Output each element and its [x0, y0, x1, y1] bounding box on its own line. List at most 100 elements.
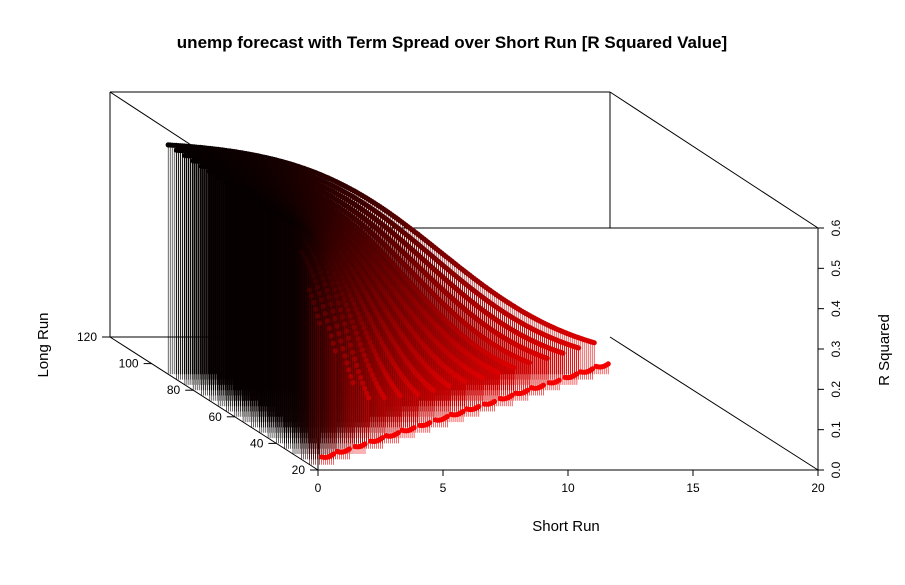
- data-point: [361, 303, 367, 309]
- data-point: [544, 355, 550, 361]
- data-point: [359, 320, 365, 326]
- data-point: [444, 413, 450, 420]
- data-point: [342, 321, 348, 327]
- data-point: [316, 264, 322, 271]
- data-point: [377, 360, 383, 366]
- data-point: [342, 353, 348, 359]
- data-point: [330, 340, 336, 346]
- data-point: [365, 311, 371, 318]
- data-point: [328, 274, 334, 281]
- data-point: [375, 356, 381, 362]
- data-point: [460, 408, 466, 415]
- data-point: [373, 380, 379, 386]
- data-point: [335, 266, 341, 272]
- data-point: [320, 254, 326, 260]
- y-tick-label: 60: [208, 410, 222, 424]
- data-point: [369, 343, 375, 349]
- data-point: [363, 357, 369, 363]
- data-point: [353, 330, 359, 336]
- data-point: [318, 250, 324, 256]
- data-point: [340, 345, 346, 352]
- data-point: [350, 380, 356, 386]
- y-tick-label: 80: [167, 383, 181, 397]
- data-point: [302, 255, 308, 261]
- data-point: [349, 279, 355, 285]
- data-point: [318, 297, 324, 303]
- data-point: [352, 356, 358, 362]
- data-point: [355, 311, 361, 317]
- chart-title: unemp forecast with Term Spread over Sho…: [177, 33, 727, 52]
- data-point: [371, 324, 377, 330]
- data-point: [359, 347, 365, 353]
- data-point: [446, 383, 452, 389]
- data-point: [364, 390, 370, 396]
- data-point: [380, 435, 386, 441]
- data-point: [371, 376, 377, 382]
- data-point: [318, 270, 324, 276]
- data-point: [317, 320, 323, 326]
- data-point: [347, 292, 353, 298]
- data-point: [309, 293, 315, 299]
- data-point: [328, 333, 334, 339]
- data-point: [324, 287, 330, 294]
- data-point: [337, 285, 343, 291]
- data-point: [326, 325, 332, 331]
- data-point: [341, 278, 347, 284]
- x-tick-label: 15: [686, 481, 700, 495]
- data-point: [338, 338, 344, 344]
- box-edge-bottom-right-diagonal: [609, 336, 819, 471]
- data-point: [360, 380, 366, 386]
- z-tick-label: 0.6: [829, 219, 843, 236]
- data-point: [348, 342, 354, 348]
- z-tick-label: 0.0: [829, 461, 843, 478]
- data-point: [511, 365, 517, 371]
- data-point: [373, 328, 379, 334]
- data-point: [322, 259, 328, 265]
- data-point: [363, 307, 369, 313]
- data-point: [361, 352, 367, 358]
- x-axis-ticks: 0 5 10 15 20: [315, 470, 825, 495]
- data-point: [355, 291, 361, 297]
- z-tick-label: 0.5: [829, 260, 843, 277]
- data-point: [353, 287, 359, 293]
- data-point: [343, 283, 349, 289]
- data-point: [350, 349, 356, 355]
- data-point: [540, 382, 547, 388]
- data-point: [332, 348, 338, 354]
- data-point: [336, 300, 342, 306]
- data-point: [359, 299, 365, 305]
- data-point: [362, 441, 368, 447]
- data-point: [344, 360, 350, 366]
- data-point: [339, 274, 345, 280]
- data-point: [334, 293, 340, 299]
- z-tick-label: 0.2: [829, 381, 843, 398]
- data-point: [336, 330, 342, 337]
- data-point: [526, 360, 533, 366]
- data-point: [343, 302, 349, 308]
- data-point: [509, 392, 515, 398]
- data-point: [363, 330, 369, 336]
- data-point: [332, 287, 338, 293]
- data-point: [346, 367, 352, 373]
- data-point: [331, 270, 337, 277]
- data-point: [357, 295, 363, 301]
- z-tick-label: 0.1: [829, 421, 843, 438]
- data-point: [339, 291, 345, 297]
- box-edge-top-right: [609, 91, 819, 229]
- data-point: [373, 352, 379, 358]
- data-point: [322, 281, 328, 287]
- data-point: [312, 255, 318, 261]
- data-point: [560, 350, 566, 356]
- data-point: [349, 296, 355, 302]
- data-point: [310, 251, 316, 257]
- data-point: [346, 335, 352, 341]
- data-point: [395, 430, 401, 436]
- x-axis-label: Short Run: [532, 518, 600, 535]
- data-points: [165, 142, 611, 460]
- z-axis-ticks: 0.0 0.1 0.2 0.3 0.4 0.5 0.6: [818, 219, 843, 478]
- x-tick-label: 5: [440, 481, 447, 495]
- data-point: [430, 387, 436, 393]
- data-point: [326, 294, 332, 300]
- data-point: [362, 385, 368, 391]
- data-point: [491, 398, 498, 405]
